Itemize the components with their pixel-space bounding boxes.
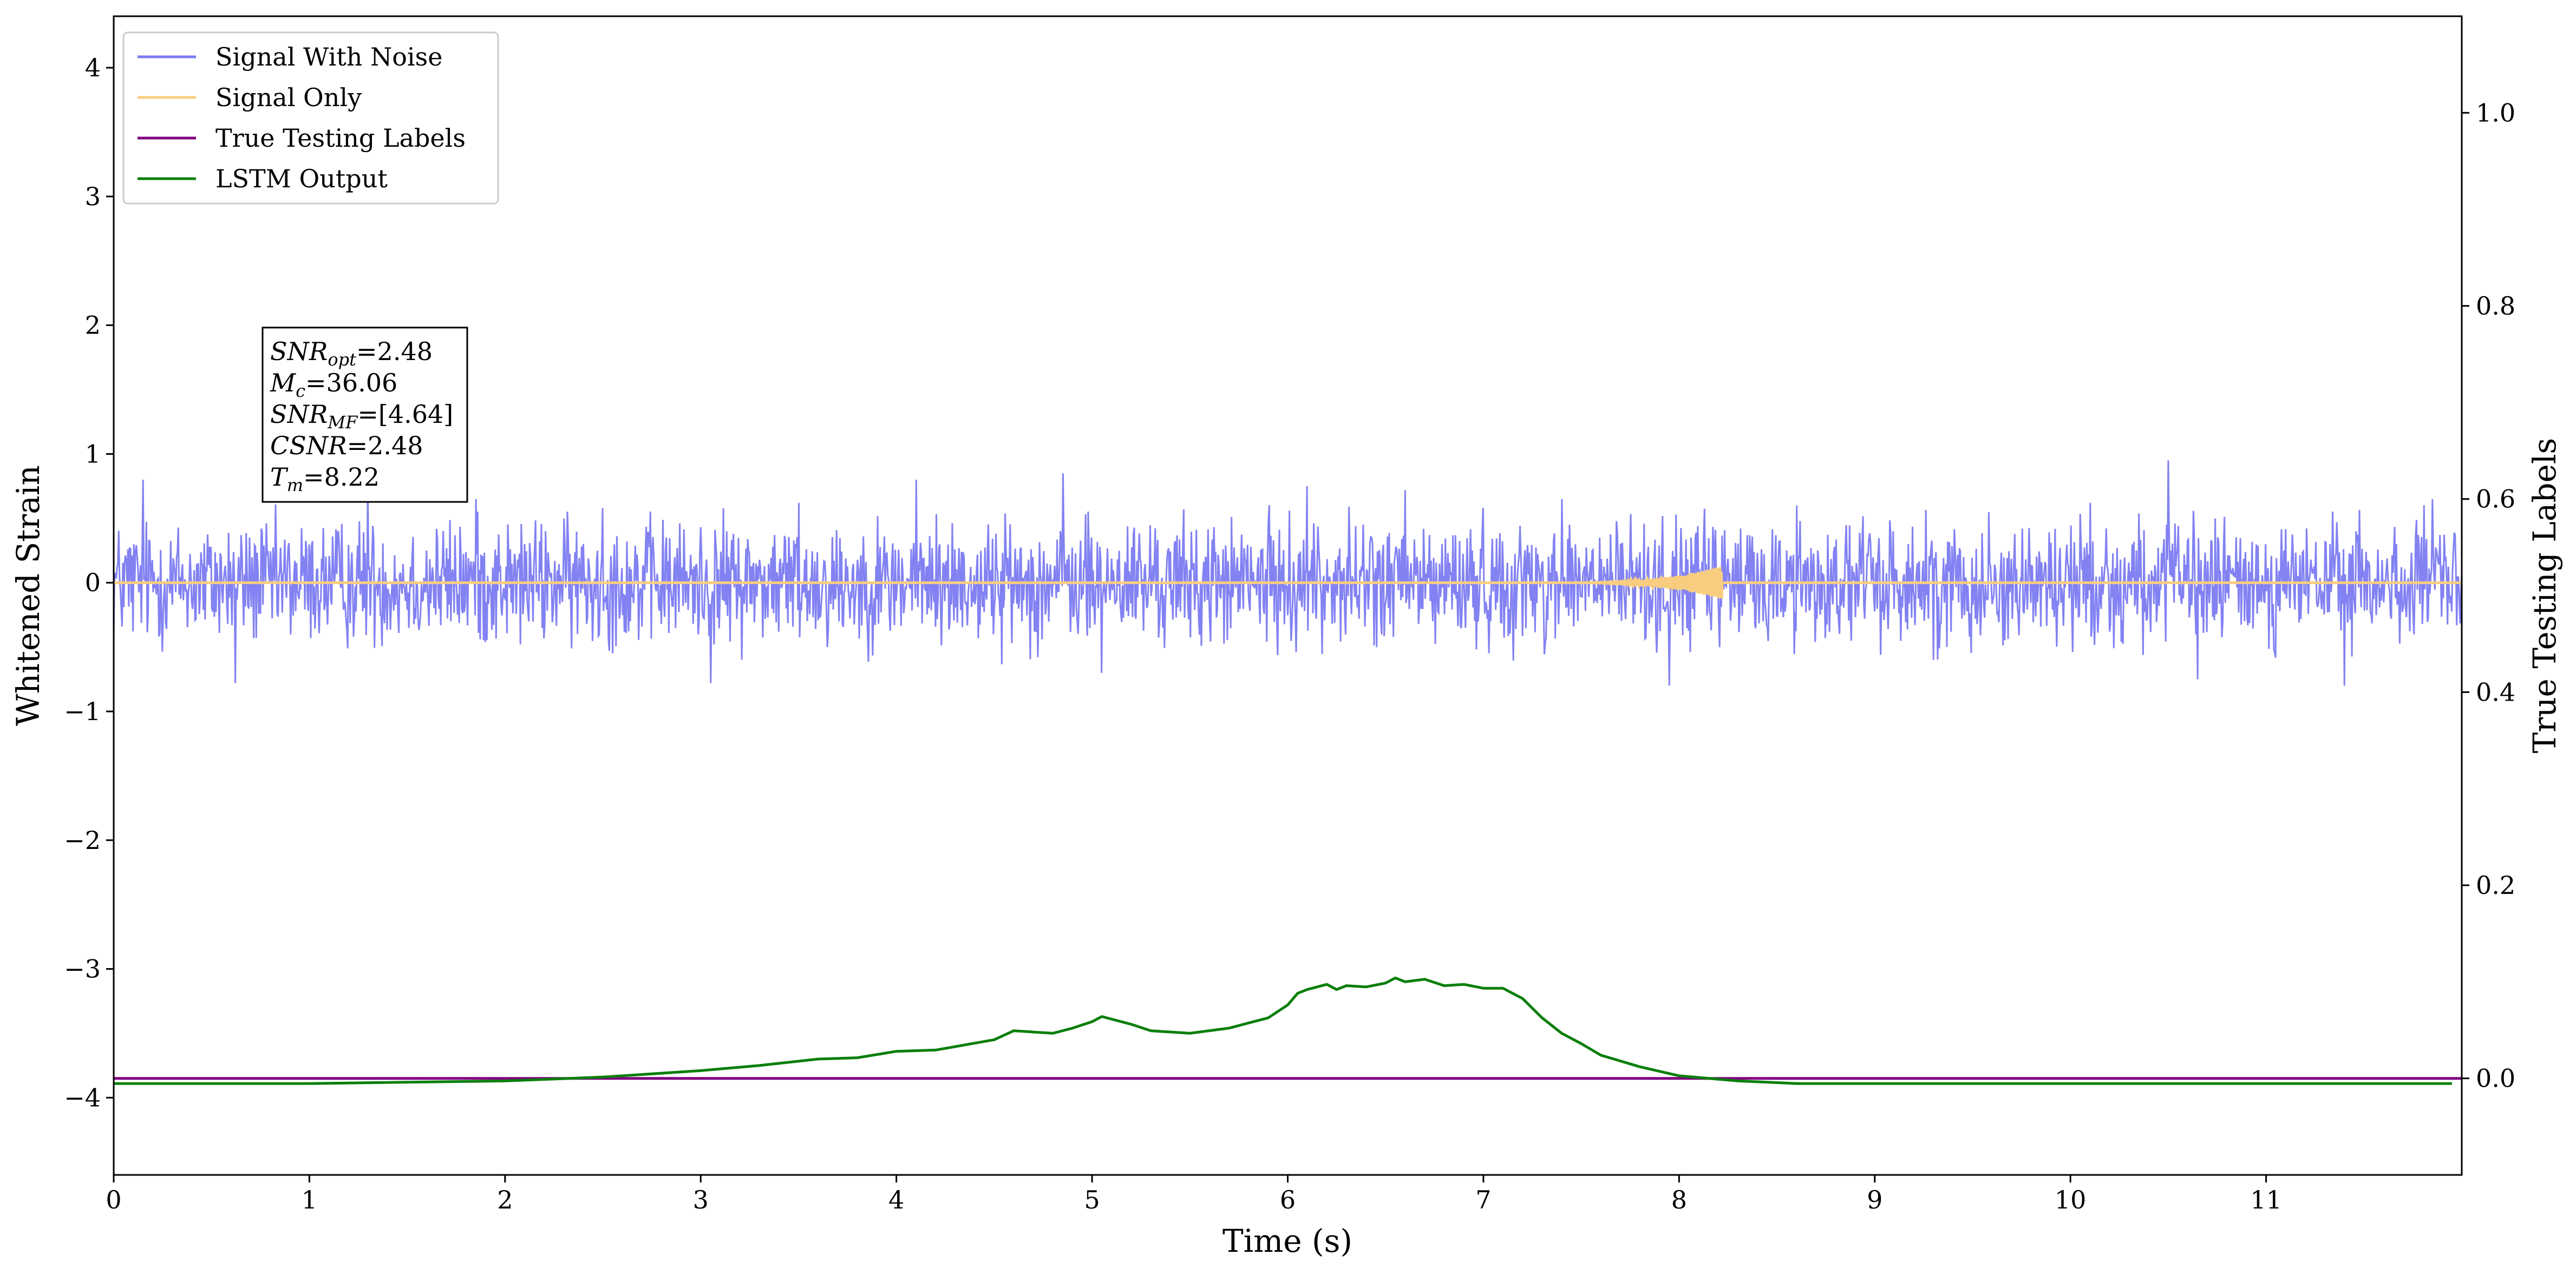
- x-tick-label: 1: [302, 1185, 317, 1214]
- legend-label: True Testing Labels: [215, 123, 466, 153]
- legend-label: Signal Only: [215, 83, 362, 112]
- y2-tick-label: 0.0: [2476, 1064, 2515, 1093]
- y-tick-label: −3: [64, 955, 101, 984]
- series-line-lstm-output: [114, 976, 2452, 1085]
- annotation-line: SNRopt=2.48: [270, 337, 433, 370]
- y-tick-label: −2: [64, 826, 101, 855]
- legend: Signal With Noise Signal Only True Testing…: [122, 31, 499, 205]
- y-axis-label: Whitened Strain: [10, 465, 47, 726]
- annotation-line: Tm=8.22: [270, 462, 380, 495]
- annotation-frame: [261, 326, 468, 503]
- x-tick-label: 0: [106, 1185, 121, 1214]
- y2-tick-label: 0.8: [2476, 291, 2515, 321]
- stats-annotation-box: SNRopt=2.48Mc=36.06SNRMF=[4.64]CSNR=2.48…: [261, 326, 468, 503]
- x-tick-label: 11: [2250, 1185, 2282, 1214]
- x-axis-label: Time (s): [1222, 1223, 1352, 1259]
- y-tick-label: −4: [64, 1083, 101, 1112]
- legend-frame: [122, 31, 499, 205]
- y-axis-right: 0.0 0.2 0.4 0.6 0.8 1.0: [2462, 98, 2515, 1093]
- y2-tick-label: 0.4: [2476, 677, 2515, 707]
- x-tick-label: 10: [2055, 1185, 2087, 1214]
- y-axis-left: −4 −3 −2 −1 0 1 2 3 4: [64, 53, 114, 1112]
- y-tick-label: 4: [85, 53, 101, 82]
- y-tick-label: 2: [85, 311, 101, 340]
- x-axis: 0 1 2 3 4 5 6 7 8 9 10 11: [106, 1175, 2282, 1214]
- legend-label: LSTM Output: [215, 164, 388, 193]
- x-tick-label: 8: [1671, 1185, 1687, 1214]
- y2-tick-label: 1.0: [2476, 98, 2515, 127]
- annotation-line: Mc=36.06: [270, 368, 397, 401]
- x-tick-label: 2: [497, 1185, 513, 1214]
- x-tick-label: 4: [888, 1185, 904, 1214]
- legend-label: Signal With Noise: [215, 42, 442, 71]
- y-tick-label: 0: [85, 568, 101, 597]
- y-tick-label: 1: [85, 439, 101, 468]
- x-tick-label: 6: [1280, 1185, 1296, 1214]
- y2-tick-label: 0.2: [2476, 871, 2515, 900]
- annotation-line: CSNR=2.48: [270, 431, 423, 460]
- annotation-line: SNRMF=[4.64]: [270, 400, 453, 433]
- x-tick-label: 5: [1084, 1185, 1100, 1214]
- y2-tick-label: 0.6: [2476, 485, 2515, 514]
- x-tick-label: 7: [1475, 1185, 1491, 1214]
- x-tick-label: 9: [1867, 1185, 1882, 1214]
- x-tick-label: 3: [693, 1185, 709, 1214]
- series-line-signal-only: [114, 567, 2462, 599]
- y-tick-label: −1: [64, 697, 101, 726]
- y2-axis-label: True Testing Labels: [2526, 438, 2563, 753]
- series-line-signal-with-noise: [114, 460, 2462, 686]
- y-tick-label: 3: [85, 182, 101, 211]
- series-layer: [114, 460, 2462, 1085]
